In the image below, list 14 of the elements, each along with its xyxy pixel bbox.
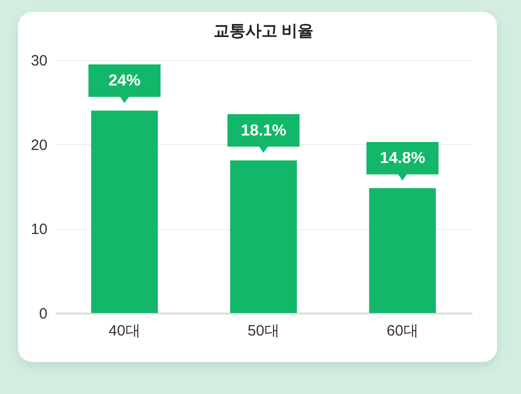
data-label: 18.1%: [240, 122, 286, 140]
y-tick-label: 20: [30, 136, 48, 154]
x-tick-label: 60대: [386, 322, 418, 340]
y-tick-label: 0: [39, 306, 48, 322]
data-label: 14.8%: [380, 150, 426, 168]
bar: [230, 160, 297, 313]
chart-title: 교통사고 비율: [213, 23, 314, 40]
bar: [369, 188, 436, 313]
x-tick-label: 40대: [108, 322, 140, 340]
x-tick-label: 50대: [248, 322, 280, 340]
y-tick-label: 30: [30, 52, 48, 70]
data-label: 24%: [108, 72, 141, 90]
y-tick-label: 10: [30, 221, 48, 238]
bar: [91, 110, 158, 313]
